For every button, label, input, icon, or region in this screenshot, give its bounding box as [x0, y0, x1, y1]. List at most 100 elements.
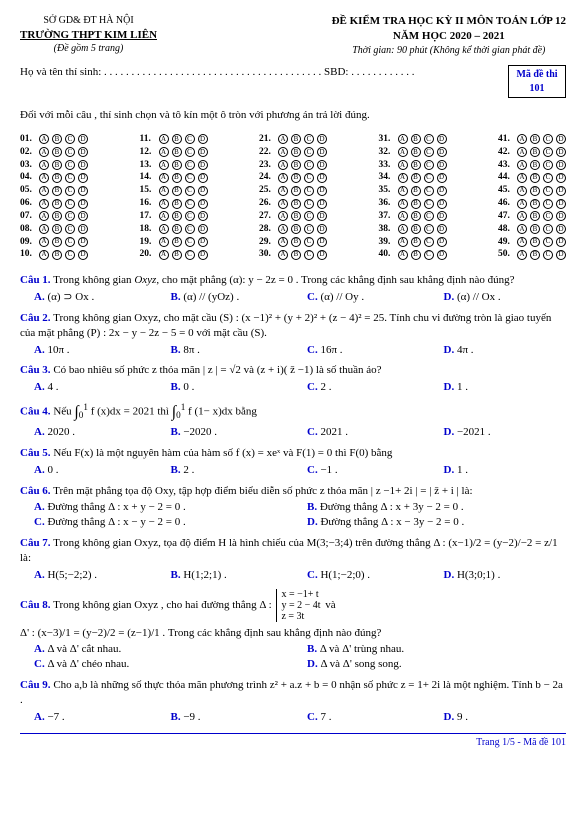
bubble-D[interactable]: D — [317, 199, 327, 209]
bubble-D[interactable]: D — [198, 160, 208, 170]
bubble-C[interactable]: C — [185, 199, 195, 209]
bubble-A[interactable]: A — [39, 224, 49, 234]
bubble-D[interactable]: D — [437, 199, 447, 209]
bubble-C[interactable]: C — [65, 250, 75, 260]
bubble-C[interactable]: C — [304, 199, 314, 209]
bubble-C[interactable]: C — [185, 250, 195, 260]
bubble-C[interactable]: C — [543, 199, 553, 209]
bubble-A[interactable]: A — [398, 134, 408, 144]
bubble-B[interactable]: B — [291, 186, 301, 196]
bubble-A[interactable]: A — [39, 173, 49, 183]
bubble-D[interactable]: D — [556, 199, 566, 209]
bubble-A[interactable]: A — [159, 186, 169, 196]
bubble-D[interactable]: D — [437, 224, 447, 234]
bubble-D[interactable]: D — [556, 237, 566, 247]
bubble-D[interactable]: D — [198, 211, 208, 221]
bubble-B[interactable]: B — [172, 211, 182, 221]
bubble-A[interactable]: A — [517, 211, 527, 221]
bubble-C[interactable]: C — [65, 199, 75, 209]
bubble-A[interactable]: A — [159, 160, 169, 170]
bubble-A[interactable]: A — [39, 199, 49, 209]
bubble-B[interactable]: B — [172, 134, 182, 144]
bubble-A[interactable]: A — [159, 211, 169, 221]
bubble-D[interactable]: D — [556, 224, 566, 234]
bubble-D[interactable]: D — [198, 224, 208, 234]
bubble-C[interactable]: C — [543, 224, 553, 234]
bubble-C[interactable]: C — [424, 199, 434, 209]
bubble-C[interactable]: C — [185, 173, 195, 183]
bubble-B[interactable]: B — [291, 224, 301, 234]
bubble-A[interactable]: A — [159, 199, 169, 209]
bubble-A[interactable]: A — [39, 147, 49, 157]
bubble-D[interactable]: D — [78, 160, 88, 170]
bubble-D[interactable]: D — [556, 250, 566, 260]
bubble-D[interactable]: D — [556, 186, 566, 196]
bubble-D[interactable]: D — [78, 250, 88, 260]
bubble-B[interactable]: B — [291, 211, 301, 221]
bubble-D[interactable]: D — [317, 134, 327, 144]
bubble-A[interactable]: A — [39, 250, 49, 260]
bubble-D[interactable]: D — [78, 147, 88, 157]
bubble-D[interactable]: D — [317, 224, 327, 234]
bubble-C[interactable]: C — [65, 237, 75, 247]
bubble-D[interactable]: D — [556, 173, 566, 183]
bubble-A[interactable]: A — [159, 237, 169, 247]
bubble-B[interactable]: B — [172, 199, 182, 209]
bubble-D[interactable]: D — [198, 186, 208, 196]
bubble-A[interactable]: A — [159, 134, 169, 144]
bubble-C[interactable]: C — [424, 224, 434, 234]
bubble-A[interactable]: A — [278, 173, 288, 183]
bubble-D[interactable]: D — [78, 199, 88, 209]
bubble-B[interactable]: B — [530, 160, 540, 170]
bubble-A[interactable]: A — [278, 186, 288, 196]
bubble-B[interactable]: B — [291, 147, 301, 157]
bubble-C[interactable]: C — [424, 237, 434, 247]
bubble-B[interactable]: B — [530, 134, 540, 144]
bubble-A[interactable]: A — [278, 224, 288, 234]
bubble-C[interactable]: C — [304, 186, 314, 196]
bubble-D[interactable]: D — [198, 173, 208, 183]
bubble-A[interactable]: A — [278, 147, 288, 157]
bubble-D[interactable]: D — [317, 173, 327, 183]
bubble-C[interactable]: C — [543, 250, 553, 260]
bubble-B[interactable]: B — [172, 160, 182, 170]
bubble-C[interactable]: C — [65, 160, 75, 170]
bubble-D[interactable]: D — [437, 211, 447, 221]
bubble-A[interactable]: A — [278, 211, 288, 221]
bubble-A[interactable]: A — [517, 186, 527, 196]
bubble-A[interactable]: A — [398, 237, 408, 247]
bubble-C[interactable]: C — [65, 186, 75, 196]
bubble-A[interactable]: A — [517, 250, 527, 260]
bubble-D[interactable]: D — [317, 250, 327, 260]
bubble-B[interactable]: B — [411, 250, 421, 260]
bubble-C[interactable]: C — [543, 160, 553, 170]
bubble-B[interactable]: B — [291, 237, 301, 247]
bubble-C[interactable]: C — [543, 173, 553, 183]
bubble-D[interactable]: D — [437, 186, 447, 196]
bubble-B[interactable]: B — [411, 186, 421, 196]
bubble-D[interactable]: D — [198, 134, 208, 144]
bubble-C[interactable]: C — [304, 211, 314, 221]
bubble-D[interactable]: D — [78, 224, 88, 234]
bubble-D[interactable]: D — [437, 147, 447, 157]
bubble-A[interactable]: A — [398, 250, 408, 260]
bubble-C[interactable]: C — [424, 134, 434, 144]
bubble-D[interactable]: D — [556, 134, 566, 144]
bubble-B[interactable]: B — [52, 147, 62, 157]
bubble-B[interactable]: B — [291, 160, 301, 170]
bubble-A[interactable]: A — [517, 224, 527, 234]
bubble-A[interactable]: A — [398, 211, 408, 221]
bubble-C[interactable]: C — [304, 224, 314, 234]
bubble-D[interactable]: D — [437, 250, 447, 260]
bubble-C[interactable]: C — [304, 173, 314, 183]
bubble-D[interactable]: D — [78, 173, 88, 183]
bubble-A[interactable]: A — [159, 224, 169, 234]
bubble-C[interactable]: C — [543, 186, 553, 196]
bubble-A[interactable]: A — [159, 147, 169, 157]
bubble-D[interactable]: D — [198, 237, 208, 247]
bubble-B[interactable]: B — [411, 224, 421, 234]
bubble-C[interactable]: C — [185, 186, 195, 196]
bubble-B[interactable]: B — [411, 173, 421, 183]
bubble-B[interactable]: B — [530, 250, 540, 260]
bubble-A[interactable]: A — [517, 134, 527, 144]
